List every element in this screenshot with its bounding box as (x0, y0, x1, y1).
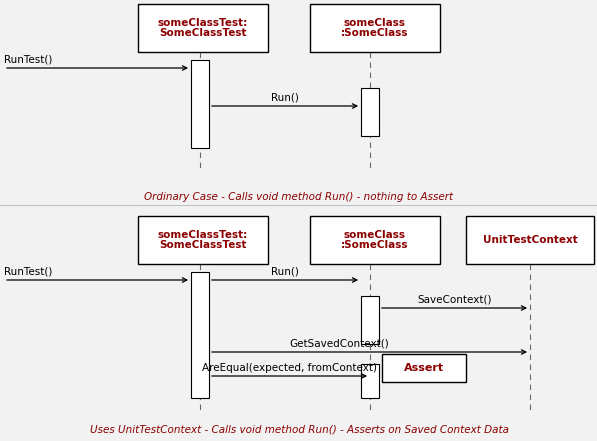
Text: SaveContext(): SaveContext() (417, 295, 492, 305)
Bar (191, 60, 209, 148)
Bar (361, 364, 379, 398)
Bar (191, 272, 209, 398)
Text: Run(): Run() (271, 267, 299, 277)
Text: GetSavedContext(): GetSavedContext() (290, 339, 389, 349)
Text: SomeClassTest: SomeClassTest (159, 240, 247, 250)
Text: someClassTest:: someClassTest: (158, 18, 248, 28)
Text: :SomeClass: :SomeClass (341, 28, 409, 38)
Bar (382, 354, 466, 382)
Text: RunTest(): RunTest() (4, 55, 53, 65)
Text: Ordinary Case - Calls void method Run() - nothing to Assert: Ordinary Case - Calls void method Run() … (144, 192, 454, 202)
Text: someClass: someClass (344, 230, 406, 240)
Bar (138, 4, 268, 52)
Text: someClass: someClass (344, 18, 406, 28)
Bar (310, 216, 440, 264)
Bar (466, 216, 594, 264)
Text: UnitTestContext: UnitTestContext (482, 235, 577, 245)
Text: :SomeClass: :SomeClass (341, 240, 409, 250)
Bar (361, 296, 379, 344)
Text: RunTest(): RunTest() (4, 267, 53, 277)
Text: someClassTest:: someClassTest: (158, 230, 248, 240)
Text: SomeClassTest: SomeClassTest (159, 28, 247, 38)
Text: Uses UnitTestContext - Calls void method Run() - Asserts on Saved Context Data: Uses UnitTestContext - Calls void method… (90, 425, 509, 435)
Bar (361, 88, 379, 136)
Text: Assert: Assert (404, 363, 444, 373)
Bar (310, 4, 440, 52)
Bar (138, 216, 268, 264)
Text: Run(): Run() (271, 93, 299, 103)
Text: AreEqual(expected, fromContext): AreEqual(expected, fromContext) (202, 363, 377, 373)
